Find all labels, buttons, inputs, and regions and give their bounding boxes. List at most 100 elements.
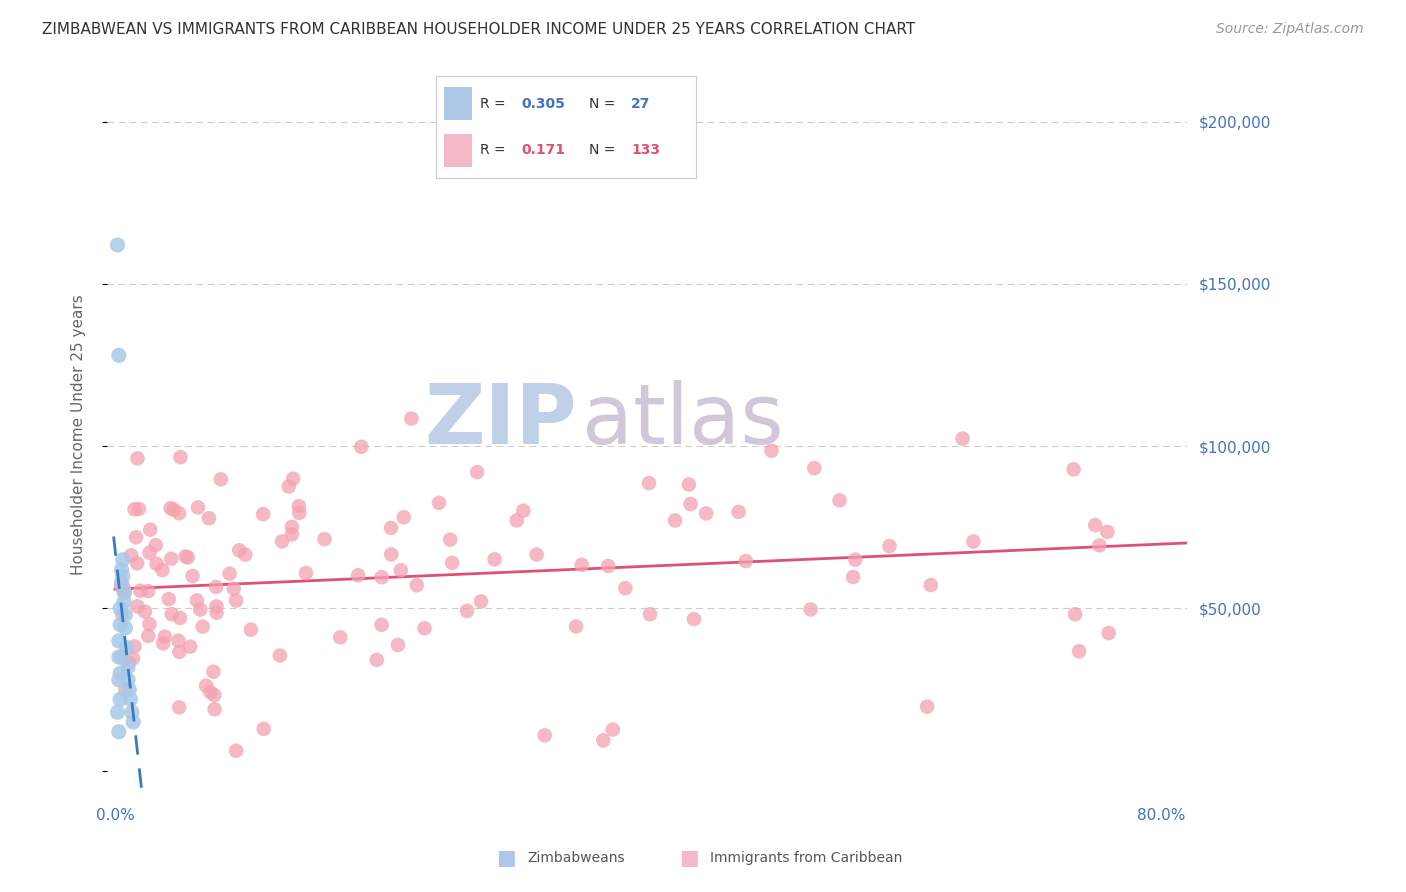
Point	[799, 602, 821, 616]
Point	[465, 465, 488, 479]
Point	[347, 568, 370, 582]
Point	[118, 682, 141, 697]
Point	[380, 521, 402, 535]
Point	[277, 479, 299, 493]
Point	[920, 578, 942, 592]
Point	[225, 744, 247, 758]
Point	[314, 532, 336, 546]
Text: N =: N =	[589, 143, 620, 157]
Point	[456, 604, 478, 618]
Point	[350, 440, 373, 454]
Point	[136, 629, 159, 643]
Point	[169, 450, 191, 465]
Point	[157, 592, 180, 607]
FancyBboxPatch shape	[444, 87, 472, 120]
Point	[1084, 518, 1107, 533]
Point	[167, 506, 190, 520]
Point	[108, 673, 131, 687]
Point	[112, 585, 135, 599]
Text: R =: R =	[479, 143, 510, 157]
Point	[108, 601, 131, 615]
Point	[118, 656, 141, 670]
Point	[120, 692, 142, 706]
Point	[879, 539, 901, 553]
Point	[124, 502, 146, 516]
Point	[112, 595, 135, 609]
Point	[252, 507, 274, 521]
Point	[167, 700, 190, 714]
Point	[727, 505, 749, 519]
Point	[233, 548, 256, 562]
Point	[160, 607, 183, 622]
Point	[533, 728, 555, 742]
Point	[152, 636, 174, 650]
Point	[117, 660, 139, 674]
Point	[138, 546, 160, 560]
Point	[108, 666, 131, 681]
Point	[281, 472, 304, 486]
Point	[114, 607, 136, 622]
Point	[108, 650, 131, 665]
Point	[405, 578, 427, 592]
Point	[253, 722, 276, 736]
Point	[117, 673, 139, 687]
Point	[205, 606, 228, 620]
Point	[108, 617, 131, 632]
Point	[803, 461, 825, 475]
Point	[761, 443, 783, 458]
Point	[202, 688, 225, 702]
Point	[181, 569, 204, 583]
Text: ZIMBABWEAN VS IMMIGRANTS FROM CARIBBEAN HOUSEHOLDER INCOME UNDER 25 YEARS CORREL: ZIMBABWEAN VS IMMIGRANTS FROM CARIBBEAN …	[42, 22, 915, 37]
Point	[614, 581, 637, 595]
Point	[127, 556, 149, 570]
Point	[288, 506, 311, 520]
Point	[380, 548, 402, 562]
Text: ■: ■	[679, 848, 699, 868]
Point	[565, 619, 588, 633]
Point	[111, 553, 134, 567]
Point	[200, 685, 222, 699]
Point	[122, 714, 145, 729]
Point	[110, 562, 132, 576]
Point	[169, 611, 191, 625]
Text: 0.305: 0.305	[522, 96, 565, 111]
Point	[239, 623, 262, 637]
Point	[505, 513, 527, 527]
Point	[962, 534, 984, 549]
Point	[150, 563, 173, 577]
Point	[842, 570, 865, 584]
Point	[366, 653, 388, 667]
Point	[225, 593, 247, 607]
Point	[179, 640, 201, 654]
Point	[121, 706, 143, 720]
Point	[470, 594, 492, 608]
Point	[218, 566, 240, 581]
Text: atlas: atlas	[582, 380, 785, 461]
Point	[441, 556, 464, 570]
Text: ZIP: ZIP	[425, 380, 576, 461]
Point	[127, 451, 149, 466]
Point	[371, 570, 394, 584]
Point	[169, 645, 191, 659]
Point	[370, 617, 392, 632]
Point	[124, 640, 146, 654]
Point	[413, 621, 436, 635]
Point	[678, 477, 700, 491]
Point	[202, 665, 225, 679]
Point	[153, 630, 176, 644]
Text: R =: R =	[479, 96, 510, 111]
Point	[125, 530, 148, 544]
Point	[111, 569, 134, 583]
Point	[828, 493, 851, 508]
Point	[198, 511, 221, 525]
Point	[129, 583, 152, 598]
Point	[186, 593, 208, 607]
Point	[288, 499, 311, 513]
Point	[1067, 644, 1090, 658]
Point	[281, 520, 304, 534]
Point	[167, 633, 190, 648]
Point	[114, 586, 136, 600]
Point	[269, 648, 291, 663]
Point	[571, 558, 593, 572]
Point	[139, 523, 162, 537]
